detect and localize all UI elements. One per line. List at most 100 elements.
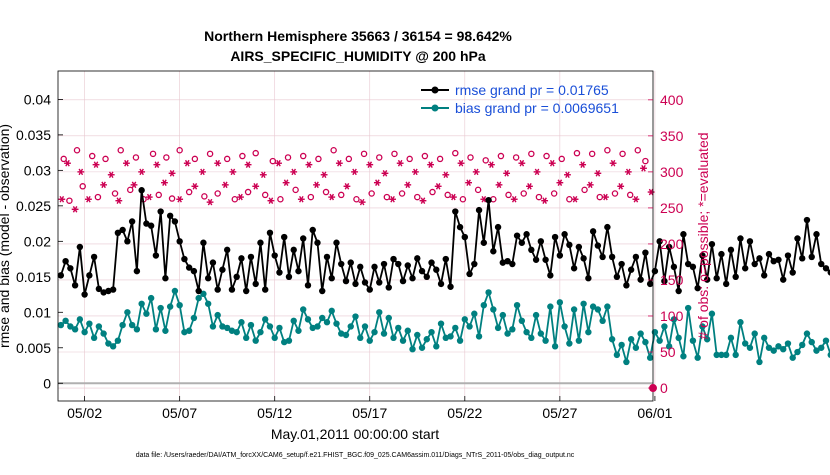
bias-point xyxy=(352,313,359,320)
rmse-point xyxy=(794,235,801,242)
rmse-point xyxy=(200,239,207,246)
bias-point xyxy=(390,334,397,342)
chart-title-line1: Northern Hemisphere 35663 / 36154 = 98.6… xyxy=(204,28,512,44)
bias-point xyxy=(689,337,697,344)
legend-marker-bias xyxy=(431,104,439,112)
y-tick-label-left: 0.025 xyxy=(16,198,51,214)
bias-point xyxy=(366,337,373,344)
obs-evaluated-point xyxy=(617,182,625,190)
rmse-point xyxy=(157,208,164,215)
rmse-point xyxy=(399,277,407,285)
rmse-point xyxy=(623,282,630,289)
bias-point xyxy=(818,344,825,351)
bias-point xyxy=(300,306,307,313)
bias-point xyxy=(171,287,179,295)
obs-evaluated-point xyxy=(442,171,450,179)
bias-point xyxy=(57,321,65,329)
bias-point xyxy=(799,341,806,349)
obs-evaluated-point xyxy=(434,182,442,190)
rmse-point xyxy=(818,260,825,268)
rmse-point xyxy=(490,248,497,255)
obs-possible-point xyxy=(535,193,543,201)
rmse-point xyxy=(285,273,293,281)
bias-point xyxy=(423,336,430,343)
bias-point xyxy=(589,303,597,310)
bias-point xyxy=(214,311,221,319)
bias-point xyxy=(827,351,830,358)
obs-evaluated-point xyxy=(556,179,564,186)
bias-point xyxy=(86,320,93,327)
bias-point xyxy=(684,304,692,312)
rmse-point xyxy=(380,260,388,268)
rmse-point xyxy=(480,239,488,246)
bias-point xyxy=(152,326,160,333)
bias-point xyxy=(124,309,131,316)
obs-possible-point xyxy=(223,155,231,163)
obs-possible-point xyxy=(528,150,535,158)
obs-possible-point xyxy=(126,186,134,194)
rmse-point xyxy=(133,267,141,275)
rmse-point xyxy=(390,255,397,263)
y-tick-label-right: 250 xyxy=(660,200,684,216)
rmse-point xyxy=(775,256,782,263)
obs-possible-point xyxy=(261,191,269,199)
rmse-point xyxy=(822,265,830,272)
bias-point xyxy=(566,340,573,347)
rmse-point xyxy=(580,255,587,262)
bias-point xyxy=(703,336,711,343)
bias-point xyxy=(119,321,126,329)
obs-possible-point xyxy=(360,150,368,158)
bias-point xyxy=(447,333,454,340)
bias-point xyxy=(708,310,716,317)
rmse-point xyxy=(281,233,288,241)
rmse-point xyxy=(147,222,155,229)
rmse-point xyxy=(471,260,478,268)
obs-evaluated-point xyxy=(145,193,153,201)
obs-evaluated-point xyxy=(183,159,191,167)
obs-evaluated-point xyxy=(176,195,184,203)
bias-point xyxy=(504,330,511,337)
rmse-point xyxy=(176,238,183,245)
bias-point xyxy=(252,337,259,344)
rmse-point xyxy=(257,239,264,246)
obs-possible-point xyxy=(292,186,299,194)
rmse-point xyxy=(366,286,373,293)
obs-possible-point xyxy=(73,147,81,154)
bias-point xyxy=(680,353,687,360)
obs-possible-point xyxy=(497,152,505,160)
y-tick-label-right: 0 xyxy=(660,380,668,396)
rmse-point xyxy=(314,239,321,246)
bias-point xyxy=(623,358,630,366)
rmse-point xyxy=(414,255,421,262)
obs-evaluated-point xyxy=(381,170,389,177)
obs-evaluated-point xyxy=(465,179,473,186)
obs-evaluated-point xyxy=(396,159,404,167)
bias-point xyxy=(665,343,673,350)
obs-evaluated-point xyxy=(503,170,511,177)
obs-possible-point xyxy=(277,196,284,203)
rmse-point xyxy=(423,273,430,281)
bias-point xyxy=(627,336,635,343)
rmse-point xyxy=(670,263,678,271)
obs-possible-point xyxy=(132,154,140,161)
bias-point xyxy=(114,337,122,344)
obs-evaluated-point xyxy=(594,170,602,177)
rmse-point xyxy=(456,223,464,231)
obs-possible-point xyxy=(626,191,634,199)
rmse-point xyxy=(361,279,369,286)
obs-evaluated-point xyxy=(419,197,427,204)
obs-evaluated-point xyxy=(526,182,533,190)
x-tick-label: 05/02 xyxy=(67,405,102,421)
rmse-point xyxy=(428,259,435,266)
rmse-series-layer xyxy=(57,187,830,298)
rmse-point xyxy=(152,252,160,259)
rmse-point xyxy=(646,280,654,288)
y-tick-label-left: 0.04 xyxy=(24,91,51,107)
bias-point xyxy=(62,317,69,325)
obs-possible-point xyxy=(60,155,67,163)
x-tick-label: 05/22 xyxy=(447,405,482,421)
rmse-point xyxy=(433,266,440,273)
bias-point xyxy=(556,299,564,306)
